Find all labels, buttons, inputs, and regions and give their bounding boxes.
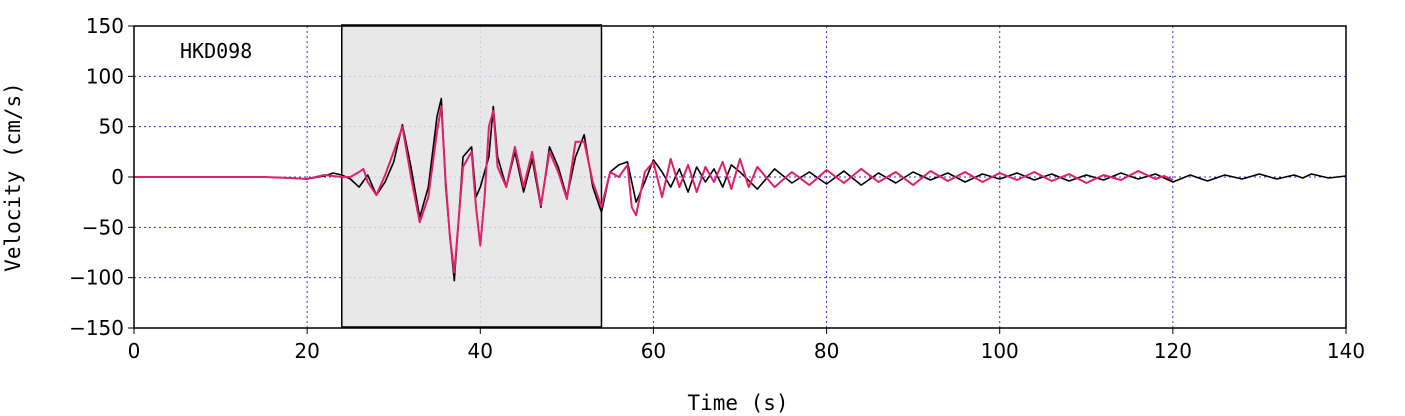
y-axis-title: Velocity (cm/s) — [1, 82, 25, 272]
series-line-synthetic — [134, 105, 1174, 274]
x-tick-label: 20 — [294, 339, 319, 363]
series-line-observed — [134, 97, 1347, 282]
y-tick-label: 100 — [86, 64, 124, 88]
highlight-window — [341, 24, 603, 328]
station-label: HKD098 — [180, 39, 252, 63]
y-tick-label: −50 — [82, 215, 124, 239]
y-tick-label: 50 — [99, 115, 124, 139]
y-tick-label: 0 — [111, 165, 124, 189]
x-tick-label: 140 — [1327, 339, 1365, 363]
x-tick-label: 100 — [981, 339, 1019, 363]
x-tick-label: 60 — [641, 339, 666, 363]
y-tick-label: −100 — [69, 266, 124, 290]
y-tick-label: −150 — [69, 316, 124, 340]
x-tick-label: 40 — [468, 339, 493, 363]
x-tick-label: 0 — [128, 339, 141, 363]
x-tick-label: 120 — [1154, 339, 1192, 363]
x-tick-label: 80 — [814, 339, 839, 363]
tick-labels: 0 20 40 60 80 100 120 140 150 100 50 0 −50 −100 −150 — [69, 14, 1365, 363]
y-tick-label: 150 — [86, 14, 124, 38]
series — [134, 97, 1347, 282]
x-axis-title: Time (s) — [687, 391, 788, 415]
